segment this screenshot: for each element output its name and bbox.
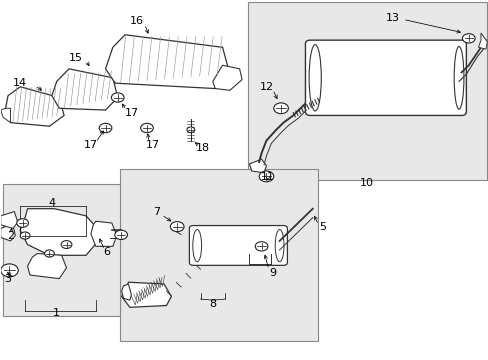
Text: 2: 2 [7, 231, 14, 240]
Polygon shape [27, 253, 66, 279]
Text: 16: 16 [130, 17, 144, 27]
Circle shape [273, 103, 288, 114]
Polygon shape [20, 209, 98, 255]
Circle shape [17, 219, 28, 227]
Text: 4: 4 [48, 198, 55, 208]
Text: 18: 18 [196, 143, 210, 153]
Polygon shape [52, 69, 118, 110]
Text: 1: 1 [53, 308, 60, 318]
Circle shape [44, 250, 54, 257]
Circle shape [0, 264, 18, 277]
Polygon shape [122, 282, 171, 307]
Circle shape [115, 230, 127, 239]
Text: 5: 5 [318, 222, 325, 231]
Polygon shape [0, 108, 10, 123]
Circle shape [259, 171, 273, 182]
FancyBboxPatch shape [189, 226, 287, 265]
Text: 10: 10 [359, 178, 373, 188]
Polygon shape [212, 65, 242, 90]
Circle shape [20, 232, 30, 239]
Circle shape [99, 123, 112, 133]
Polygon shape [0, 212, 18, 228]
Text: 13: 13 [386, 13, 399, 23]
FancyBboxPatch shape [305, 40, 466, 116]
Circle shape [141, 123, 153, 133]
Polygon shape [0, 225, 15, 241]
Polygon shape [5, 87, 64, 126]
Text: 17: 17 [83, 140, 98, 150]
Circle shape [462, 34, 474, 43]
Polygon shape [122, 284, 131, 300]
Polygon shape [478, 33, 487, 49]
Text: 3: 3 [4, 274, 12, 284]
Text: 17: 17 [125, 108, 139, 118]
Circle shape [186, 127, 194, 133]
Bar [248, 3, 487, 180]
Text: 17: 17 [145, 140, 160, 150]
Text: 15: 15 [69, 53, 83, 63]
Text: 6: 6 [103, 247, 110, 257]
Polygon shape [91, 221, 117, 246]
Polygon shape [249, 159, 266, 173]
Polygon shape [105, 35, 229, 89]
Circle shape [255, 242, 267, 251]
Text: 11: 11 [261, 172, 274, 182]
Text: 12: 12 [259, 82, 273, 92]
Circle shape [61, 240, 72, 248]
Bar [3, 184, 120, 316]
Text: 8: 8 [209, 299, 216, 309]
Circle shape [111, 93, 124, 102]
Bar [120, 169, 317, 341]
Text: 7: 7 [153, 207, 160, 217]
Circle shape [170, 222, 183, 231]
Text: 9: 9 [269, 268, 276, 278]
Text: 14: 14 [13, 78, 27, 88]
